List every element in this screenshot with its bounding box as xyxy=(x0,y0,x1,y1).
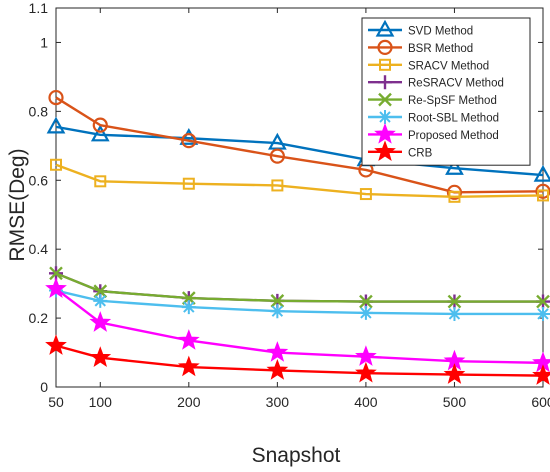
data-point-sracv-method xyxy=(448,190,461,203)
legend-marker xyxy=(377,39,393,56)
legend: SVD Method BSR Method SRACV Method ReSRACV … xyxy=(361,17,531,166)
data-point-sracv-method xyxy=(50,158,62,171)
legend-label: CRB xyxy=(408,147,433,159)
legend-label: SVD Method xyxy=(408,26,473,38)
y-tick-label: 0.4 xyxy=(29,241,49,257)
data-point-bsr-method xyxy=(446,184,463,200)
legend-entry-re-spsf-method: Re-SpSF Method xyxy=(368,92,497,107)
legend-label: ReSRACV Method xyxy=(408,78,504,90)
legend-box xyxy=(361,17,531,166)
legend-entry-sracv-method: SRACV Method xyxy=(368,58,489,72)
x-tick-label: 100 xyxy=(89,394,113,410)
data-point-bsr-method xyxy=(181,133,197,149)
data-point-crb xyxy=(266,359,289,380)
legend-entry-proposed-method: Proposed Method xyxy=(368,122,499,144)
y-axis-label: RMSE(Deg) xyxy=(6,148,29,261)
data-point-re-spsf-method xyxy=(49,266,63,281)
data-point-proposed-method xyxy=(266,341,289,362)
axes: 50 100 200 300 400 500 600 0 0.2 0.4 0.6 0.8 1 1.1 xyxy=(29,0,550,410)
data-point-bsr-method xyxy=(269,148,285,164)
legend-entry-root-sbl-method: Root-SBL Method xyxy=(368,110,499,125)
data-point-sracv-method xyxy=(271,179,284,192)
x-tick-label: 400 xyxy=(354,394,378,410)
data-point-root-sbl-method xyxy=(536,306,550,321)
legend-label: SRACV Method xyxy=(408,60,489,72)
y-tick-label: 0.6 xyxy=(29,172,49,188)
y-tick-label: 0 xyxy=(40,379,48,395)
data-point-sracv-method xyxy=(359,188,372,201)
data-point-re-spsf-method xyxy=(93,284,108,299)
series-layer xyxy=(45,89,550,385)
data-point-root-sbl-method xyxy=(358,305,373,320)
data-point-sracv-method xyxy=(94,175,107,188)
data-point-root-sbl-method xyxy=(270,304,285,319)
legend-label: Re-SpSF Method xyxy=(408,95,497,107)
x-tick-label: 50 xyxy=(48,394,64,410)
legend-marker xyxy=(374,122,396,144)
data-point-proposed-method xyxy=(355,345,377,366)
legend-marker xyxy=(374,140,396,162)
data-point-svd-method xyxy=(90,124,110,142)
legend-marker xyxy=(378,110,392,124)
data-point-proposed-method xyxy=(177,329,200,350)
data-point-crb xyxy=(45,334,67,355)
legend-entry-svd-method: SVD Method xyxy=(368,19,473,38)
series-line-sracv-method xyxy=(55,163,544,199)
y-tick-label: 0.8 xyxy=(29,103,49,119)
data-point-root-sbl-method xyxy=(447,306,462,321)
data-point-sracv-method xyxy=(182,177,195,190)
legend-marker xyxy=(378,92,392,107)
data-point-crb xyxy=(443,363,466,384)
legend-entry-bsr-method: BSR Method xyxy=(368,39,473,56)
data-point-bsr-method xyxy=(48,89,64,106)
data-point-proposed-method xyxy=(89,311,112,332)
legend-label: BSR Method xyxy=(408,43,473,55)
series-crb xyxy=(45,334,550,385)
data-point-svd-method xyxy=(533,164,550,182)
x-axis-label: Snapshot xyxy=(252,444,341,467)
data-point-root-sbl-method xyxy=(181,300,196,315)
data-point-crb xyxy=(89,346,112,367)
data-point-proposed-method xyxy=(45,277,67,299)
legend-marker xyxy=(379,58,391,71)
data-point-re-spsf-method xyxy=(359,294,373,309)
series-line-svd-method xyxy=(55,125,544,177)
x-tick-label: 300 xyxy=(266,394,290,410)
y-tick-label: 0.2 xyxy=(29,310,49,326)
data-point-re-spsf-method xyxy=(536,294,550,309)
legend-label: Root-SBL Method xyxy=(408,113,499,125)
data-point-bsr-method xyxy=(92,117,108,133)
data-point-svd-method xyxy=(445,157,464,175)
y-tick-label: 1 xyxy=(40,34,48,50)
series-sracv-method xyxy=(50,158,549,203)
data-point-crb xyxy=(532,364,550,385)
data-point-svd-method xyxy=(179,127,199,145)
y-tick-label: 1.1 xyxy=(29,0,49,16)
x-tick-label: 600 xyxy=(531,394,550,410)
data-point-sracv-method xyxy=(537,189,549,202)
series-proposed-method xyxy=(45,277,550,373)
data-point-crb xyxy=(177,355,200,377)
data-point-re-spsf-method xyxy=(447,294,462,309)
x-tick-label: 500 xyxy=(443,394,467,410)
data-point-re-spsf-method xyxy=(270,294,285,308)
legend-entry-resracv-method: ReSRACV Method xyxy=(368,75,504,90)
x-tick-label: 200 xyxy=(177,394,201,410)
legend-label: Proposed Method xyxy=(408,130,499,142)
legend-marker xyxy=(378,75,392,90)
data-point-crb xyxy=(355,361,377,383)
data-point-svd-method xyxy=(46,116,66,134)
legend-marker xyxy=(375,19,395,37)
legend-entry-crb: CRB xyxy=(368,140,433,162)
data-point-root-sbl-method xyxy=(93,293,108,308)
